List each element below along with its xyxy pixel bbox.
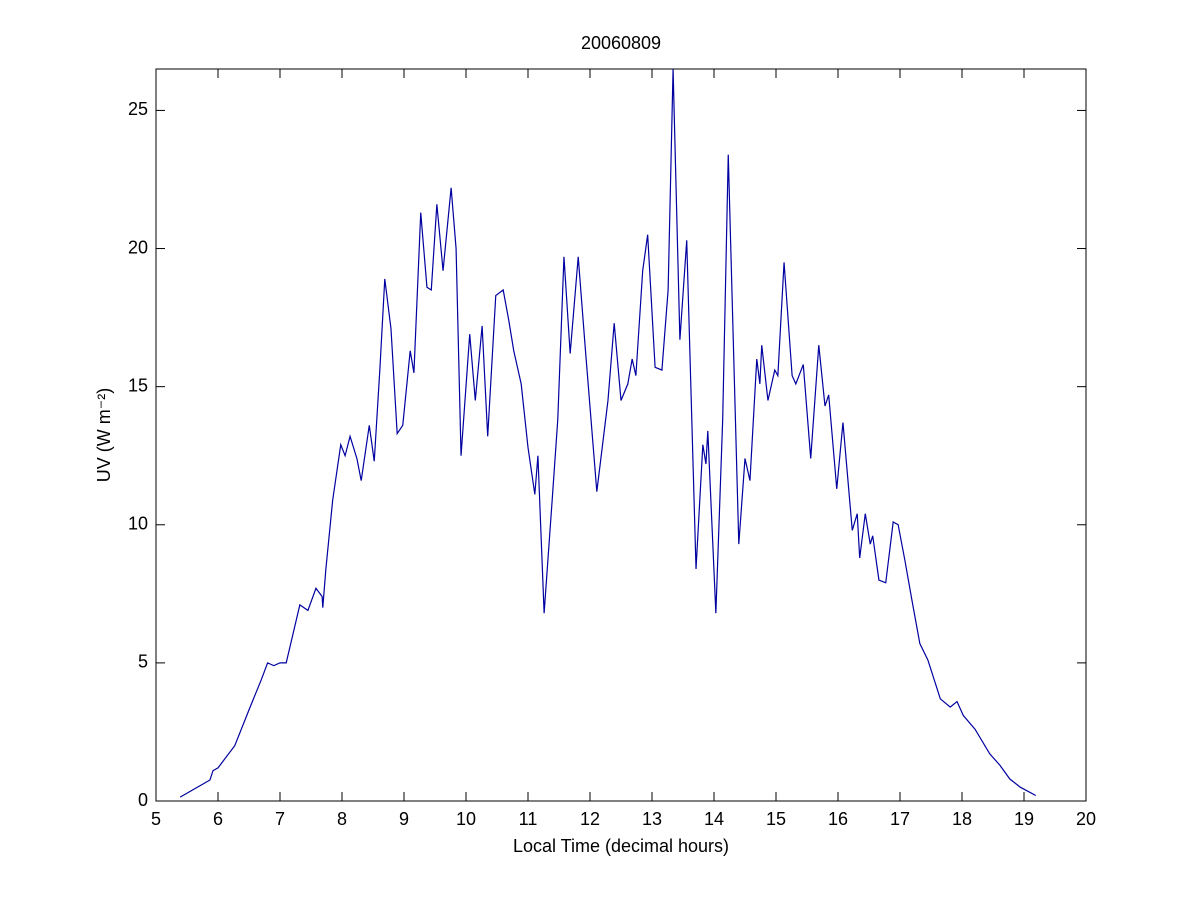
x-tick-label: 14 [704,809,724,829]
chart-title: 20060809 [581,33,661,53]
x-axis-label: Local Time (decimal hours) [513,836,729,856]
y-axis-label: UV (W m⁻²) [94,388,114,482]
y-tick-label: 25 [128,99,148,119]
x-tick-label: 19 [1014,809,1034,829]
x-tick-label: 18 [952,809,972,829]
x-tick-label: 10 [456,809,476,829]
y-tick-label: 20 [128,237,148,257]
x-tick-label: 6 [213,809,223,829]
line-series [179,68,1037,798]
x-tick-label: 17 [890,809,910,829]
y-tick-label: 10 [128,514,148,534]
x-tick-label: 9 [399,809,409,829]
x-tick-label: 20 [1076,809,1096,829]
x-tick-label: 5 [151,809,161,829]
x-tick-label: 8 [337,809,347,829]
y-tick-label: 0 [138,790,148,810]
plot-frame [155,68,1087,802]
y-tick-label: 15 [128,375,148,395]
x-tick-label: 7 [275,809,285,829]
x-tick-label: 11 [519,809,538,829]
y-tick-label: 5 [138,652,148,672]
x-tick-label: 13 [642,809,662,829]
x-tick-label: 16 [828,809,848,829]
x-tick-label: 12 [580,809,600,829]
x-tick-label: 15 [766,809,786,829]
